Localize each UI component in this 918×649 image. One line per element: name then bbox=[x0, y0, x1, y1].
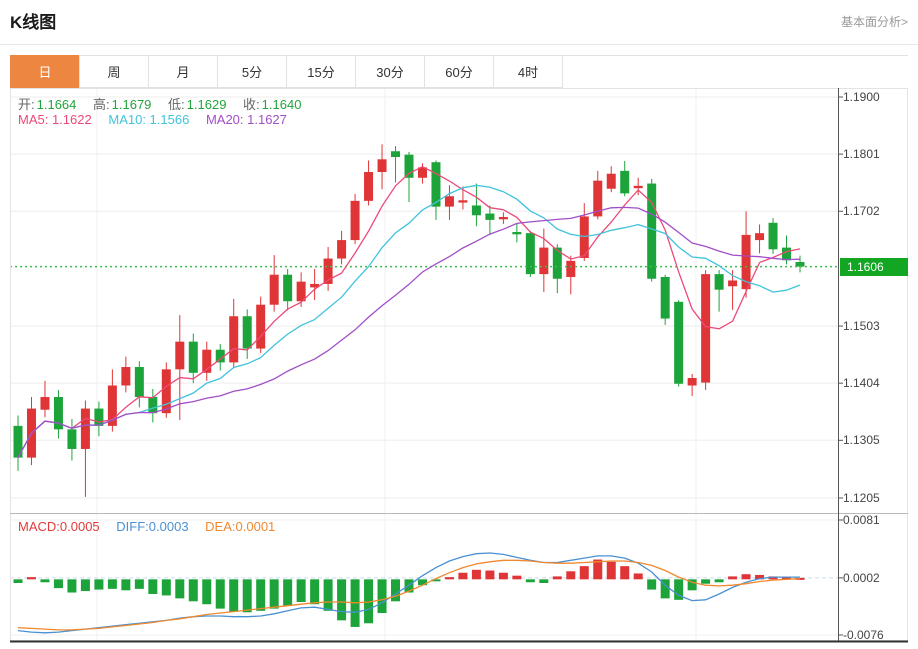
close-value: 1.1640 bbox=[261, 97, 302, 112]
macd-axis-label: 0.0081 bbox=[843, 513, 880, 527]
low-value: 1.1629 bbox=[186, 97, 227, 112]
open-value: 1.1664 bbox=[36, 97, 77, 112]
dea-value: 0.0001 bbox=[235, 519, 276, 534]
price-axis-label: 1.1503 bbox=[843, 319, 880, 334]
ma20-label: MA20: bbox=[205, 112, 248, 127]
tab-month[interactable]: 月 bbox=[148, 55, 218, 88]
ma5-value: 1.1622 bbox=[51, 112, 92, 127]
tab-30min[interactable]: 30分 bbox=[355, 55, 425, 88]
ohlc-info-row: 开: 1.1664 高: 1.1679 低: 1.1629 收: 1.1640 bbox=[18, 94, 314, 113]
tab-day[interactable]: 日 bbox=[10, 55, 80, 88]
macd-info-row: MACD:0.0005 DIFF:0.0003 DEA:0.0001 bbox=[18, 519, 288, 534]
high-label: 高: bbox=[93, 97, 110, 112]
timeframe-tabs: 日 周 月 5分 15分 30分 60分 4时 bbox=[10, 55, 563, 88]
ma10-value: 1.1566 bbox=[149, 112, 190, 127]
macd-value: 0.0005 bbox=[59, 519, 100, 534]
ma10-label: MA10: bbox=[108, 112, 150, 127]
header-divider bbox=[0, 44, 918, 45]
tab-60min[interactable]: 60分 bbox=[424, 55, 494, 88]
ma20-value: 1.1627 bbox=[247, 112, 287, 127]
macd-axis-label: -0.0076 bbox=[843, 628, 884, 642]
low-label: 低: bbox=[168, 97, 185, 112]
current-price-tag: 1.1606 bbox=[840, 257, 908, 276]
ma5-label: MA5: bbox=[18, 112, 52, 127]
high-value: 1.1679 bbox=[111, 97, 152, 112]
price-axis-label: 1.1702 bbox=[843, 204, 880, 219]
tab-15min[interactable]: 15分 bbox=[286, 55, 356, 88]
tab-5min[interactable]: 5分 bbox=[217, 55, 287, 88]
price-axis-label: 1.1900 bbox=[843, 90, 880, 104]
macd-axis-label: 0.0002 bbox=[843, 570, 880, 585]
ma-info-row: MA5: 1.1622 MA10: 1.1566 MA20: 1.1627 bbox=[18, 112, 300, 127]
price-axis-label: 1.1205 bbox=[843, 491, 880, 505]
price-axis-label: 1.1801 bbox=[843, 147, 880, 162]
close-label: 收: bbox=[243, 97, 260, 112]
price-axis-label: 1.1305 bbox=[843, 433, 880, 448]
page-title: K线图 bbox=[10, 13, 57, 32]
dea-label: DEA: bbox=[205, 519, 236, 534]
tab-4hour[interactable]: 4时 bbox=[493, 55, 563, 88]
diff-label: DIFF: bbox=[116, 519, 149, 534]
macd-label: MACD: bbox=[18, 519, 60, 534]
price-axis-label: 1.1404 bbox=[843, 376, 880, 391]
open-label: 开: bbox=[18, 97, 35, 112]
diff-value: 0.0003 bbox=[148, 519, 189, 534]
fundamental-analysis-link[interactable]: 基本面分析> bbox=[840, 15, 908, 29]
